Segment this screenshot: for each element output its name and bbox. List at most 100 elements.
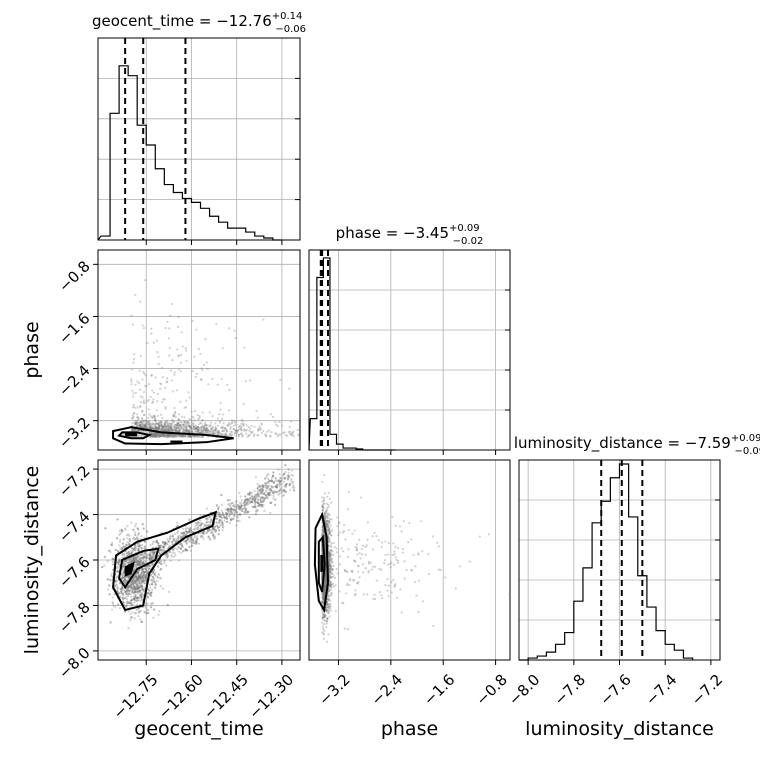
sample-point — [267, 480, 270, 483]
sample-point — [267, 477, 270, 481]
sample-point — [193, 536, 197, 539]
sample-point — [134, 429, 137, 432]
sample-point — [121, 574, 124, 577]
sample-point — [278, 492, 281, 495]
sample-point — [117, 602, 120, 606]
sample-point — [194, 428, 197, 431]
sample-point — [168, 426, 171, 429]
sample-point — [163, 398, 166, 401]
sample-point — [190, 430, 193, 433]
sample-point — [188, 422, 191, 425]
sample-point — [245, 499, 248, 502]
sample-point — [210, 428, 213, 431]
sample-point — [139, 354, 142, 358]
sample-point — [128, 584, 131, 587]
sample-point — [133, 555, 136, 559]
sample-point — [130, 602, 133, 605]
sample-point — [137, 548, 140, 551]
sample-point — [143, 425, 146, 428]
sample-point — [327, 503, 330, 507]
sample-point — [269, 489, 273, 492]
sample-point — [343, 569, 347, 573]
sample-point — [257, 501, 260, 504]
sample-point — [148, 426, 151, 429]
panel-lumdist-vs-phase — [308, 459, 511, 665]
sample-point — [242, 402, 245, 405]
sample-point — [158, 548, 162, 551]
sample-point — [189, 540, 192, 543]
sample-point — [277, 433, 281, 436]
sample-point — [180, 425, 183, 429]
sample-point — [159, 546, 162, 549]
sample-point — [147, 564, 150, 567]
sample-point — [147, 564, 150, 567]
sample-point — [173, 406, 176, 410]
sample-point — [112, 558, 115, 561]
sample-point — [132, 559, 135, 562]
sample-point — [120, 528, 123, 531]
sample-point — [274, 421, 277, 424]
panel-frame — [308, 249, 511, 451]
sample-point — [228, 432, 231, 435]
sample-point — [214, 530, 217, 533]
sample-point — [116, 549, 119, 553]
sample-point — [271, 480, 274, 483]
sample-point — [256, 482, 259, 486]
sample-point — [264, 482, 267, 485]
sample-point — [199, 435, 202, 439]
sample-point — [136, 429, 140, 432]
sample-point — [139, 424, 142, 427]
sample-point — [135, 578, 139, 581]
sample-point — [210, 519, 213, 522]
sample-point — [123, 581, 126, 585]
sample-point — [244, 507, 247, 510]
sample-point — [142, 568, 145, 571]
sample-point — [195, 541, 198, 544]
sample-point — [109, 621, 112, 624]
sample-point — [225, 511, 228, 515]
sample-point — [202, 363, 205, 366]
sample-point — [151, 426, 154, 429]
sample-point — [205, 524, 208, 527]
sample-point — [159, 428, 162, 431]
sample-point — [392, 578, 395, 581]
sample-point — [225, 430, 229, 433]
sample-point — [157, 565, 160, 568]
sample-point — [144, 573, 147, 577]
sample-point — [232, 428, 235, 431]
sample-point — [148, 557, 152, 561]
sample-point — [164, 435, 167, 438]
sample-point — [297, 433, 300, 436]
sample-point — [221, 523, 224, 527]
sample-point — [403, 577, 406, 580]
sample-point — [255, 493, 258, 496]
sample-point — [384, 553, 387, 557]
sample-point — [218, 529, 221, 532]
sample-point — [182, 527, 185, 531]
sample-point — [210, 519, 213, 522]
sample-point — [335, 567, 338, 571]
sample-point — [254, 476, 258, 479]
sample-point — [132, 559, 135, 562]
sample-point — [218, 512, 221, 515]
sample-point — [272, 481, 276, 484]
sample-point — [142, 568, 145, 571]
sample-point — [161, 416, 164, 420]
sample-point — [142, 425, 145, 428]
sample-point — [212, 528, 215, 531]
sample-point — [185, 430, 188, 433]
sample-point — [181, 544, 184, 547]
sample-point — [185, 428, 188, 431]
sample-point — [233, 508, 236, 511]
sample-point — [164, 541, 167, 544]
sample-point — [246, 503, 249, 506]
sample-point — [177, 530, 180, 533]
sample-point — [154, 432, 157, 435]
sample-point — [164, 424, 168, 427]
sample-point — [144, 419, 147, 422]
sample-point — [154, 435, 158, 438]
sample-point — [138, 610, 141, 613]
sample-point — [211, 429, 214, 433]
sample-point — [321, 496, 324, 499]
sample-point — [178, 418, 181, 421]
